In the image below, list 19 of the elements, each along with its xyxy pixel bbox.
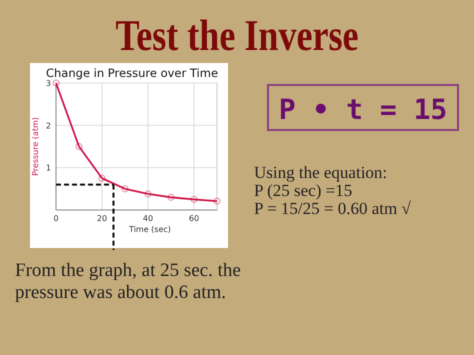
y-axis-title: Pressure (atm) xyxy=(31,117,40,176)
text: P • t = 15 xyxy=(278,93,448,126)
y-tick-label: 1 xyxy=(46,164,51,173)
text: P = 15/25 = 0.60 atm √ xyxy=(254,199,412,218)
y-tick-label: 2 xyxy=(46,121,51,130)
x-tick-label: 0 xyxy=(53,214,59,223)
text: P (25 sec) =15 xyxy=(254,181,352,200)
text: pressure was about 0.6 atm. xyxy=(15,282,226,303)
text: From the graph, at 25 sec. the xyxy=(15,260,241,281)
y-tick-label: 3 xyxy=(46,79,51,88)
text: Test the Inverse xyxy=(115,10,359,60)
x-tick-label: 20 xyxy=(96,214,108,223)
x-axis-title: Time (sec) xyxy=(128,225,171,234)
chart-title: Change in Pressure over Time xyxy=(46,66,218,80)
point xyxy=(76,143,82,150)
point xyxy=(98,174,106,182)
x-tick-label: 40 xyxy=(142,214,154,223)
text: Using the equation: xyxy=(254,163,388,182)
x-tick-label: 60 xyxy=(188,214,200,223)
